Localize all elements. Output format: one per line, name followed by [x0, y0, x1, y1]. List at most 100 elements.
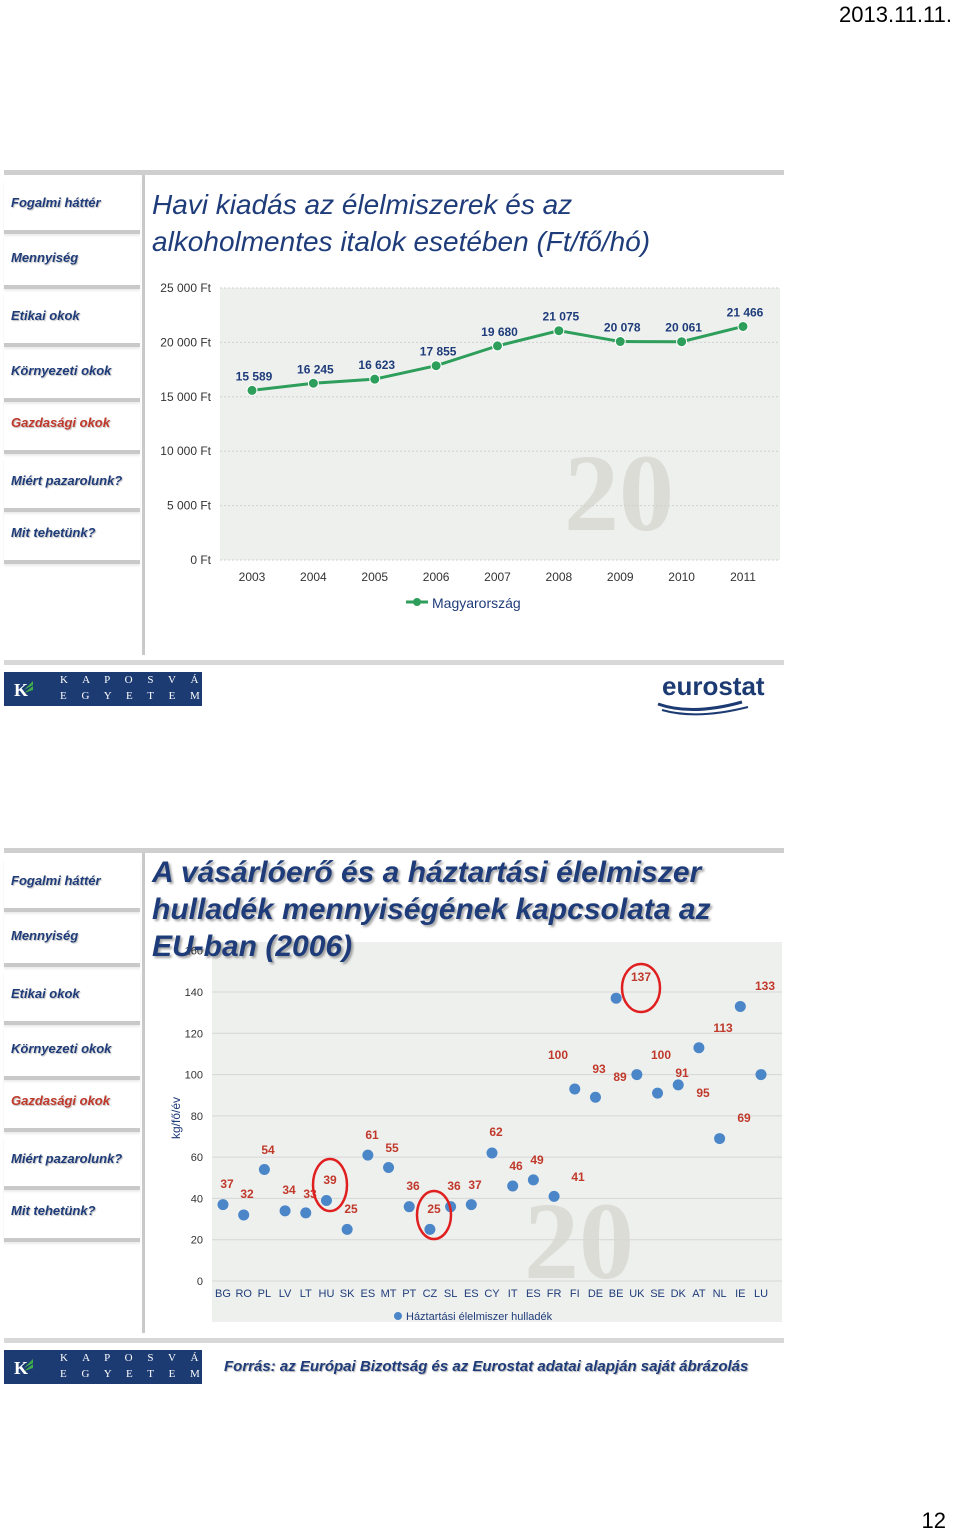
sidebar-item-4[interactable]: Környezeti okok — [4, 348, 140, 402]
sidebar-item-label: Fogalmi háttér — [11, 873, 101, 888]
x-tick-label: 2011 — [730, 570, 756, 584]
data-label: 46 — [509, 1159, 523, 1173]
sidebar-item-label: Miért pazarolunk? — [11, 473, 123, 488]
y-tick-label: 80 — [191, 1111, 203, 1123]
data-point — [507, 1180, 519, 1192]
sidebar-nav: Fogalmi háttér Mennyiség Etikai okok Környe… — [4, 853, 140, 1283]
slide-title-line-2: hulladék mennyiségének kapcsolata az — [152, 893, 711, 926]
slide-title-line-2: alkoholmentes italok esetében (Ft/fő/hó) — [152, 226, 651, 257]
sidebar-item-3[interactable]: Etikai okok — [4, 293, 140, 347]
data-point — [279, 1205, 291, 1217]
x-tick-label: CY — [484, 1288, 500, 1300]
logo-text-line-2: E G Y E T E M — [60, 690, 206, 702]
data-point — [553, 325, 565, 337]
sidebar-item-1[interactable]: Fogalmi háttér — [4, 858, 140, 912]
data-point — [465, 1199, 477, 1211]
data-label: 54 — [261, 1143, 275, 1157]
sidebar-divider — [142, 175, 145, 655]
sidebar-item-6[interactable]: Miért pazarolunk? — [4, 1136, 140, 1190]
x-tick-label: CZ — [423, 1288, 438, 1300]
sidebar-item-3[interactable]: Etikai okok — [4, 971, 140, 1025]
data-point — [369, 373, 381, 385]
sidebar-item-4[interactable]: Környezeti okok — [4, 1026, 140, 1080]
data-label: 61 — [365, 1128, 379, 1142]
x-tick-label: PT — [402, 1288, 416, 1300]
x-tick-label: LT — [300, 1288, 312, 1300]
data-point — [307, 377, 319, 389]
data-label: 41 — [571, 1170, 585, 1184]
data-label: 100 — [548, 1048, 568, 1062]
x-tick-label: AT — [692, 1288, 706, 1300]
data-point — [320, 1194, 332, 1206]
sidebar-item-2[interactable]: Mennyiség — [4, 235, 140, 289]
sidebar-item-label: Etikai okok — [11, 986, 80, 1001]
x-tick-label: 2009 — [607, 570, 634, 584]
data-label: 15 589 — [236, 369, 273, 383]
data-point — [672, 1079, 684, 1091]
y-tick-label: 140 — [185, 987, 203, 999]
x-tick-label: RO — [235, 1288, 252, 1300]
data-point — [548, 1190, 560, 1202]
page-number: 12 — [921, 1508, 946, 1533]
x-tick-label: UK — [629, 1288, 645, 1300]
x-tick-label: 2003 — [239, 570, 266, 584]
logo-text-line-1: K A P O S V Á R I — [60, 674, 245, 686]
sidebar-item-6[interactable]: Miért pazarolunk? — [4, 458, 140, 512]
legend-label: Magyarország — [432, 595, 521, 611]
plot-background — [212, 942, 782, 1322]
data-point — [362, 1149, 374, 1161]
sidebar-item-7[interactable]: Mit tehetünk? — [4, 1188, 140, 1242]
kaposvari-egyetem-logo: K K A P O S V Á R I E G Y E T E M — [4, 672, 239, 706]
x-tick-label: BE — [609, 1288, 624, 1300]
x-tick-label: 2006 — [423, 570, 450, 584]
data-point — [486, 1147, 498, 1159]
slide-top-bar — [4, 170, 784, 175]
data-label: 113 — [713, 1021, 733, 1035]
data-point — [300, 1207, 312, 1219]
sidebar-item-1[interactable]: Fogalmi háttér — [4, 180, 140, 234]
sidebar-item-2[interactable]: Mennyiség — [4, 913, 140, 967]
x-tick-label: ES — [526, 1288, 541, 1300]
kaposvari-egyetem-logo: K K A P O S V Á R I E G Y E T E M — [4, 1350, 239, 1384]
data-label: 69 — [737, 1111, 751, 1125]
data-label: 95 — [696, 1086, 710, 1100]
x-tick-label: 2005 — [361, 570, 388, 584]
x-tick-label: IT — [508, 1288, 518, 1300]
y-tick-label: 60 — [191, 1152, 203, 1164]
x-tick-label: 2008 — [546, 570, 573, 584]
x-tick-label: 2007 — [484, 570, 511, 584]
data-point — [676, 336, 688, 348]
slide-bottom-bar — [4, 1338, 784, 1343]
logo-text-line-1: K A P O S V Á R I — [60, 1352, 245, 1364]
data-point — [755, 1069, 767, 1081]
data-point — [589, 1091, 601, 1103]
data-label: 36 — [447, 1179, 461, 1193]
y-tick-label: 0 — [197, 1276, 203, 1288]
plot-background — [220, 288, 780, 560]
data-point — [217, 1199, 229, 1211]
source-note: Forrás: az Európai Bizottság és az Euros… — [224, 1358, 749, 1375]
x-tick-label: SK — [340, 1288, 355, 1300]
slide-title: Havi kiadás az élelmiszerek és az alkoho… — [152, 186, 650, 260]
data-label: 21 466 — [727, 305, 764, 319]
sidebar-item-label: Miért pazarolunk? — [11, 1151, 123, 1166]
sidebar-item-7[interactable]: Mit tehetünk? — [4, 510, 140, 564]
x-tick-label: HU — [319, 1288, 335, 1300]
sidebar-item-5[interactable]: Gazdasági okok — [4, 1078, 140, 1132]
data-label: 93 — [592, 1062, 606, 1076]
y-tick-label: 40 — [191, 1193, 203, 1205]
sidebar-item-5[interactable]: Gazdasági okok — [4, 400, 140, 454]
y-axis-label: kg/fő/év — [169, 1097, 183, 1139]
date-label: 2013.11.11. — [839, 2, 952, 27]
data-label: 49 — [530, 1153, 544, 1167]
data-point — [610, 992, 622, 1004]
data-point — [569, 1083, 581, 1095]
slide-1: Fogalmi háttér Mennyiség Etikai okok Környe… — [4, 170, 784, 716]
y-tick-label: 25 000 Ft — [160, 281, 211, 295]
x-tick-label: IE — [735, 1288, 745, 1300]
data-point — [614, 336, 626, 348]
data-label: 55 — [385, 1141, 399, 1155]
y-tick-label: 20 000 Ft — [160, 335, 211, 349]
k-logo-icon: K — [14, 680, 33, 700]
x-tick-label: LV — [279, 1288, 292, 1300]
